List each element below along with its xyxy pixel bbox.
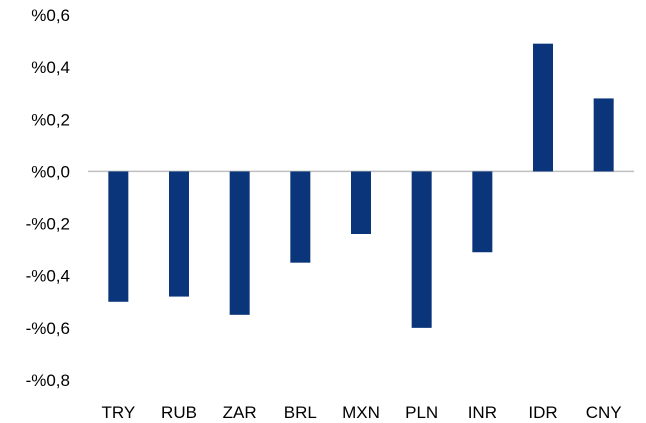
y-tick-label: %0,6 xyxy=(31,6,70,25)
y-tick-label: -%0,2 xyxy=(26,215,70,234)
bar-zar xyxy=(229,171,250,315)
x-axis-tick-labels: TRY RUB ZAR BRL MXN PLN INR IDR CNY xyxy=(101,403,621,422)
y-axis-tick-labels: %0,6 %0,4 %0,2 %0,0 -%0,2 -%0,4 -%0,6 -%0,8 xyxy=(26,6,70,390)
x-tick-label: PLN xyxy=(405,403,438,422)
x-tick-label: RUB xyxy=(161,403,197,422)
bar-brl xyxy=(290,171,311,263)
bar-try xyxy=(108,171,129,302)
bar-cny xyxy=(593,98,614,172)
y-tick-label: -%0,4 xyxy=(26,267,70,286)
bar-inr xyxy=(472,171,493,253)
bar-mxn xyxy=(351,171,371,234)
x-tick-label: CNY xyxy=(586,403,622,422)
y-tick-label: -%0,6 xyxy=(26,319,70,338)
y-tick-label: %0,4 xyxy=(31,58,70,77)
bars-group xyxy=(108,43,614,328)
x-tick-label: TRY xyxy=(101,403,135,422)
x-tick-label: IDR xyxy=(528,403,557,422)
bar-idr xyxy=(533,43,553,172)
bar-rub xyxy=(169,171,189,297)
x-tick-label: INR xyxy=(468,403,497,422)
y-tick-label: -%0,8 xyxy=(26,371,70,390)
x-tick-label: BRL xyxy=(284,403,317,422)
x-tick-label: ZAR xyxy=(223,403,257,422)
y-tick-label: %0,0 xyxy=(31,162,70,181)
x-tick-label: MXN xyxy=(342,403,380,422)
bar-pln xyxy=(411,171,432,328)
y-tick-label: %0,2 xyxy=(31,110,70,129)
